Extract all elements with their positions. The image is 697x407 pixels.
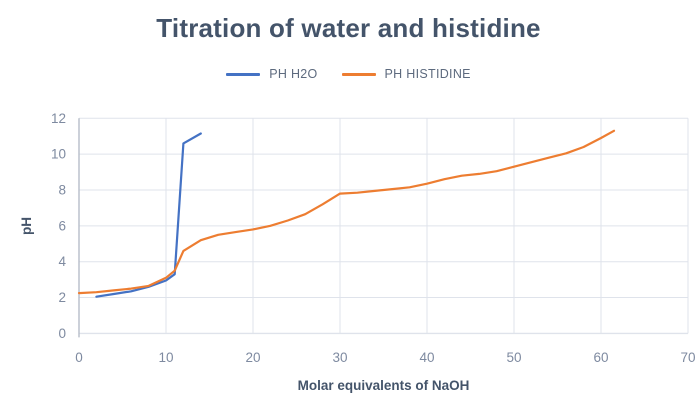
legend-label-ph-h2o: PH H2O [269, 67, 318, 81]
y-axis-title: pH [19, 217, 34, 235]
x-tick-label: 70 [680, 350, 695, 365]
y-tick-label: 4 [58, 254, 66, 269]
y-tick-label: 6 [58, 218, 66, 233]
x-tick-label: 10 [158, 350, 173, 365]
y-tick-label: 12 [51, 111, 66, 126]
x-tick-label: 20 [245, 350, 260, 365]
x-tick-label: 30 [332, 350, 347, 365]
legend-item-ph-histidine: PH HISTIDINE [341, 67, 471, 81]
y-tick-label: 8 [58, 183, 66, 198]
legend-item-ph-h2o: PH H2O [226, 67, 317, 81]
x-axis-title: Molar equivalents of NaOH [298, 378, 470, 393]
series-line-ph-h2o [95, 132, 202, 298]
legend-line-swatch-orange [341, 72, 376, 76]
series-line-ph-histidine [77, 129, 616, 295]
y-tick-label: 2 [58, 290, 66, 305]
y-tick-label: 0 [58, 326, 66, 341]
x-tick-label: 60 [593, 350, 608, 365]
legend-label-ph-histidine: PH HISTIDINE [384, 67, 471, 81]
y-tick-label: 10 [51, 147, 66, 162]
x-tick-label: 0 [75, 350, 83, 365]
chart-legend: PH H2O PH HISTIDINE [0, 67, 697, 81]
x-tick-label: 40 [419, 350, 434, 365]
x-tick-label: 50 [506, 350, 521, 365]
legend-line-swatch-blue [226, 72, 261, 76]
chart-title: Titration of water and histidine [156, 13, 541, 43]
